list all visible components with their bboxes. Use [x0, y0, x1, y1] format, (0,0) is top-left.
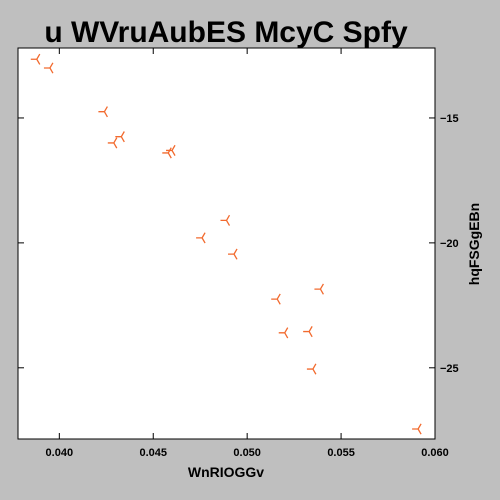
data-point-marker [278, 327, 289, 339]
data-point-marker [271, 293, 281, 305]
data-point-marker [314, 283, 324, 295]
data-point-marker [115, 131, 125, 143]
data-point-marker [107, 137, 118, 149]
x-tick-label: 0.045 [139, 447, 167, 459]
data-point-marker [196, 232, 206, 244]
data-point-marker [412, 423, 422, 435]
data-point-marker [30, 53, 41, 65]
x-tick-label: 0.055 [327, 447, 355, 459]
data-point-marker [166, 144, 176, 156]
data-markers [30, 53, 422, 435]
y-tick-label: −20 [440, 238, 459, 250]
y-axis-label: hqFSGgEBn [466, 203, 482, 285]
data-point-marker [220, 214, 231, 226]
y-tick-label: −15 [440, 113, 459, 125]
x-tick-label: 0.040 [46, 447, 74, 459]
data-point-marker [98, 106, 108, 118]
x-tick-label: 0.060 [421, 447, 449, 459]
y-axis-ticks: −15 −20 −25 [18, 113, 459, 375]
y-tick-label: −25 [440, 363, 459, 375]
x-axis-ticks: 0.040 0.045 0.050 0.055 0.060 [46, 48, 449, 459]
data-point-marker [228, 248, 238, 260]
x-axis-label: WnRIOGGv [188, 464, 264, 480]
x-tick-label: 0.050 [233, 447, 261, 459]
data-point-marker [303, 326, 313, 338]
plot-area [17, 47, 436, 440]
chart-title: u WVruAubES McyC Spfy [44, 16, 408, 49]
data-point-marker [306, 363, 317, 375]
data-point-marker [43, 62, 54, 74]
